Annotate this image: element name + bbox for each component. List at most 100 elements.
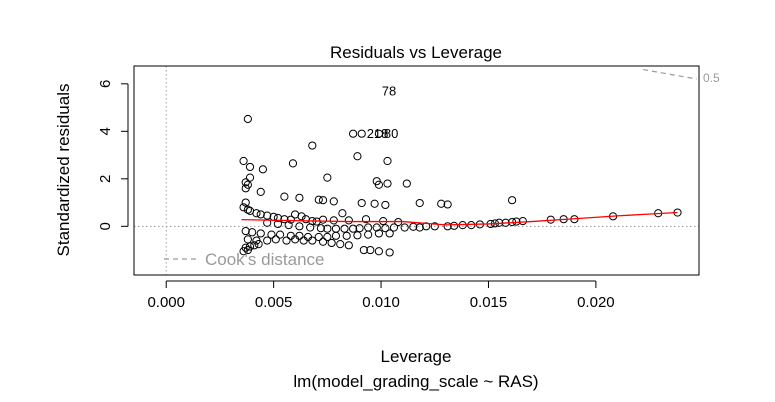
residual-point xyxy=(443,200,452,209)
y-axis-tick-label: 2 xyxy=(97,175,114,183)
residual-point xyxy=(250,241,259,250)
residual-point xyxy=(443,222,452,231)
residual-point xyxy=(370,199,379,208)
residual-point xyxy=(308,141,317,150)
x-axis-tick-label: 0.020 xyxy=(577,294,615,311)
residual-point xyxy=(338,209,347,218)
residual-point xyxy=(430,222,439,231)
smoother-line xyxy=(241,211,678,226)
residual-point xyxy=(318,237,328,246)
y-axis-tick-label: 0 xyxy=(97,222,114,230)
residual-point xyxy=(239,247,248,256)
residual-point xyxy=(364,230,373,239)
residual-point xyxy=(243,235,252,244)
residual-point xyxy=(269,212,278,221)
residual-point xyxy=(329,216,338,225)
cooks-distance-contour-line xyxy=(643,68,697,80)
residual-point xyxy=(284,221,293,230)
residual-point xyxy=(256,210,265,219)
y-axis-tick-label: 4 xyxy=(97,127,114,135)
residual-point xyxy=(336,240,345,249)
residual-point xyxy=(385,248,394,257)
residual-point xyxy=(422,222,431,231)
x-axis-tick-label: 0.000 xyxy=(147,294,185,311)
residual-point xyxy=(400,223,409,232)
residual-point xyxy=(383,179,392,188)
residual-point xyxy=(415,223,424,232)
residual-point xyxy=(318,215,328,224)
residual-point xyxy=(280,192,289,201)
residual-point xyxy=(267,230,276,239)
chart-title: Residuals vs Leverage xyxy=(330,43,502,62)
residual-point xyxy=(327,238,336,248)
residual-point xyxy=(409,222,418,231)
residual-point xyxy=(467,221,476,230)
residual-point xyxy=(415,198,424,208)
residual-point xyxy=(366,245,375,255)
residual-point xyxy=(353,152,362,161)
residual-point xyxy=(331,231,341,240)
residual-point xyxy=(295,193,304,202)
residual-point xyxy=(291,235,300,244)
residual-point xyxy=(437,199,446,208)
residual-point xyxy=(256,229,265,238)
outlier-point-label: 218 xyxy=(367,126,389,141)
residual-point xyxy=(263,218,272,227)
residual-point xyxy=(243,245,252,255)
residual-point xyxy=(271,235,280,244)
residual-point xyxy=(258,165,267,174)
residual-point xyxy=(263,211,272,220)
residual-point xyxy=(349,224,358,233)
residual-point xyxy=(344,216,353,225)
y-axis: 0 2 4 6 xyxy=(97,80,129,230)
residual-point xyxy=(273,213,283,223)
residual-point xyxy=(241,178,250,187)
residual-point xyxy=(254,240,263,249)
residual-point xyxy=(364,223,373,232)
residual-point xyxy=(359,245,368,255)
residual-point xyxy=(374,229,384,238)
residual-point xyxy=(342,231,351,240)
residual-point xyxy=(241,226,250,236)
residual-point xyxy=(316,224,326,233)
residual-point xyxy=(389,223,399,232)
residual-point xyxy=(331,224,341,233)
residual-point xyxy=(402,179,411,188)
residual-point xyxy=(239,156,248,166)
outlier-point-label: 78 xyxy=(382,83,396,98)
x-axis-tick-label: 0.015 xyxy=(470,294,508,311)
residual-point xyxy=(374,129,384,138)
residual-point xyxy=(256,187,265,196)
residual-point xyxy=(323,224,332,233)
cooks-contour-label: 0.5 xyxy=(703,71,720,85)
model-formula: lm(model_grading_scale ~ RAS) xyxy=(293,372,538,391)
residual-point xyxy=(344,241,353,250)
residual-point xyxy=(282,236,291,245)
residual-point xyxy=(340,224,349,233)
residual-point xyxy=(275,230,285,239)
residual-point xyxy=(357,198,366,208)
plot-frame xyxy=(133,65,700,276)
residual-point xyxy=(286,215,295,224)
residual-point xyxy=(239,203,248,212)
residual-point xyxy=(383,156,392,166)
residual-point xyxy=(361,215,371,224)
residual-point xyxy=(248,228,257,237)
cooks-distance-legend: Cook's distance xyxy=(164,250,324,269)
residual-point xyxy=(297,212,306,221)
residual-point xyxy=(385,229,394,238)
residual-point xyxy=(318,196,328,205)
residual-point xyxy=(245,173,255,182)
residual-point xyxy=(323,232,332,242)
residual-point xyxy=(252,209,261,218)
residual-point xyxy=(263,236,272,245)
x-axis-tick-label: 0.010 xyxy=(362,294,400,311)
residual-point xyxy=(314,232,323,242)
residual-point xyxy=(381,224,390,233)
residual-point xyxy=(280,215,289,224)
residual-point xyxy=(374,247,384,256)
residual-point xyxy=(349,129,358,138)
cooks-distance-legend-label: Cook's distance xyxy=(205,250,324,269)
